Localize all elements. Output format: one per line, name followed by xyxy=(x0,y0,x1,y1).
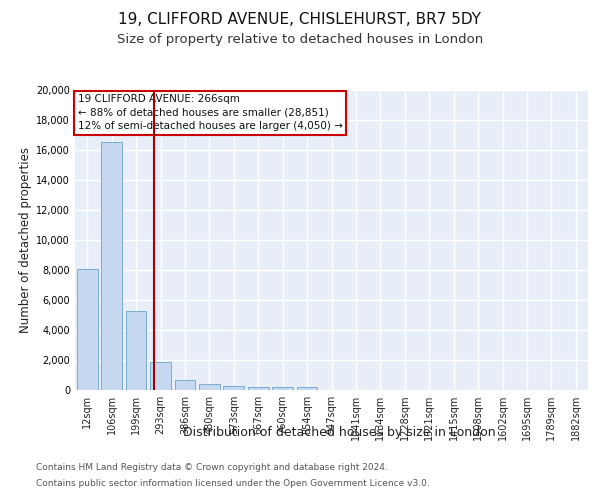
Text: Distribution of detached houses by size in London: Distribution of detached houses by size … xyxy=(182,426,496,439)
Text: 19 CLIFFORD AVENUE: 266sqm
← 88% of detached houses are smaller (28,851)
12% of : 19 CLIFFORD AVENUE: 266sqm ← 88% of deta… xyxy=(77,94,343,131)
Bar xyxy=(101,142,122,390)
Y-axis label: Number of detached properties: Number of detached properties xyxy=(19,147,32,333)
Bar xyxy=(223,386,244,390)
Text: Size of property relative to detached houses in London: Size of property relative to detached ho… xyxy=(117,32,483,46)
Bar xyxy=(272,387,293,390)
Text: Contains public sector information licensed under the Open Government Licence v3: Contains public sector information licen… xyxy=(36,478,430,488)
Bar xyxy=(296,388,317,390)
Bar xyxy=(199,384,220,390)
Bar xyxy=(175,380,196,390)
Bar xyxy=(150,362,171,390)
Text: Contains HM Land Registry data © Crown copyright and database right 2024.: Contains HM Land Registry data © Crown c… xyxy=(36,464,388,472)
Bar xyxy=(248,386,269,390)
Bar xyxy=(77,268,98,390)
Text: 19, CLIFFORD AVENUE, CHISLEHURST, BR7 5DY: 19, CLIFFORD AVENUE, CHISLEHURST, BR7 5D… xyxy=(119,12,482,28)
Bar xyxy=(125,310,146,390)
